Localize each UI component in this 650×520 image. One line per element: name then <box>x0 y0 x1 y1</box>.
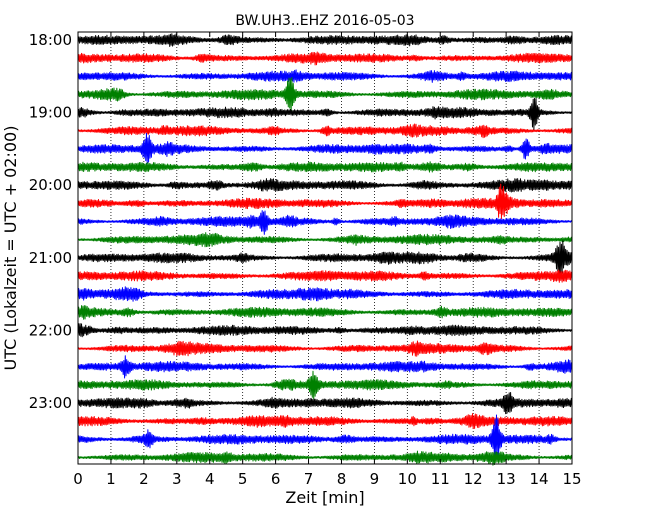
seismogram-trace <box>77 340 573 357</box>
x-tick-label: 13 <box>497 470 516 488</box>
y-tick-label: 19:00 <box>29 104 72 122</box>
seismogram-trace <box>77 370 573 400</box>
y-tick-label: 20:00 <box>29 176 72 194</box>
seismogram-trace <box>77 33 573 47</box>
seismogram-trace <box>77 161 573 173</box>
x-tick-label: 5 <box>238 470 248 488</box>
seismogram-trace <box>77 69 573 83</box>
seismogram-trace <box>77 269 573 283</box>
seismogram-trace <box>77 123 573 139</box>
y-axis-ticks: 18:00 19:00 20:00 21:00 22:00 23:00 <box>29 31 572 412</box>
x-tick-label: 3 <box>172 470 182 488</box>
seismogram-trace <box>77 178 573 193</box>
seismogram-trace <box>77 355 573 379</box>
x-tick-label: 4 <box>205 470 215 488</box>
seismogram-trace <box>77 413 573 429</box>
seismogram-trace <box>77 414 573 460</box>
seismogram-trace <box>77 305 573 320</box>
minute-gridlines <box>110 32 540 464</box>
y-tick-label: 23:00 <box>29 394 72 412</box>
seismogram-trace <box>77 240 573 279</box>
seismogram-trace <box>77 77 573 114</box>
x-tick-label: 9 <box>370 470 380 488</box>
plot-border <box>77 31 573 465</box>
seismogram-traces <box>77 33 573 466</box>
x-tick-label: 15 <box>562 470 581 488</box>
x-tick-label: 2 <box>139 470 149 488</box>
seismogram-trace <box>77 391 573 415</box>
x-tick-label: 10 <box>398 470 417 488</box>
seismogram-trace <box>77 286 573 302</box>
x-tick-label: 7 <box>304 470 314 488</box>
seismogram-trace <box>77 97 573 130</box>
seismogram-trace <box>77 183 573 220</box>
x-tick-label: 8 <box>337 470 347 488</box>
seismogram-trace <box>77 132 573 164</box>
y-axis-label: UTC (Lokalzeit = UTC + 02:00) <box>1 126 20 371</box>
seismogram-trace <box>77 323 573 338</box>
y-tick-label: 18:00 <box>29 31 72 49</box>
x-axis-ticks: 0 1 2 3 4 5 6 7 8 9 10 11 12 13 14 15 <box>73 32 582 488</box>
seismogram-trace <box>77 210 573 235</box>
seismogram-trace <box>77 450 573 466</box>
x-tick-label: 12 <box>464 470 483 488</box>
plot-frame <box>77 31 573 465</box>
x-tick-label: 0 <box>73 470 83 488</box>
seismogram-trace <box>77 232 573 248</box>
x-tick-label: 14 <box>530 470 549 488</box>
chart-title: BW.UH3..EHZ 2016-05-03 <box>235 13 414 29</box>
x-tick-label: 6 <box>271 470 281 488</box>
x-tick-label: 11 <box>431 470 450 488</box>
seismogram-trace <box>77 51 573 66</box>
y-tick-label: 21:00 <box>29 249 72 267</box>
y-tick-label: 22:00 <box>29 321 72 339</box>
x-axis-label: Zeit [min] <box>285 488 364 507</box>
x-tick-label: 1 <box>106 470 116 488</box>
